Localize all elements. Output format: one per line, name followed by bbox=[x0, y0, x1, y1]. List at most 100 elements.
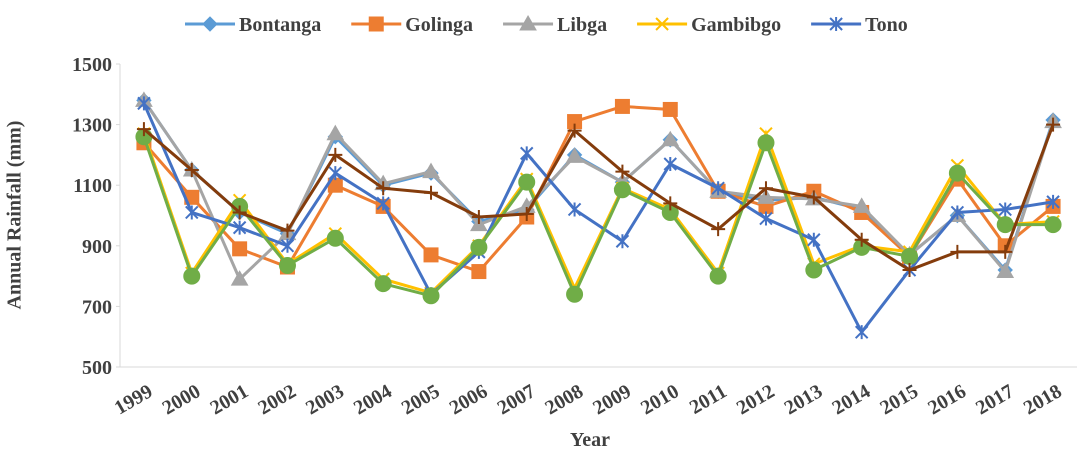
marker bbox=[805, 261, 823, 279]
marker bbox=[663, 156, 677, 171]
x-tick-label: 2014 bbox=[829, 380, 875, 419]
marker bbox=[901, 247, 919, 265]
x-tick-label: 2018 bbox=[1020, 380, 1066, 419]
marker bbox=[374, 275, 392, 293]
marker bbox=[565, 147, 584, 163]
marker bbox=[566, 285, 584, 303]
marker bbox=[422, 287, 440, 305]
legend-marker bbox=[655, 17, 669, 31]
legend-item: Bontanga bbox=[185, 14, 321, 36]
marker bbox=[614, 98, 630, 114]
marker bbox=[711, 181, 725, 196]
marker bbox=[758, 181, 773, 196]
marker bbox=[567, 202, 582, 217]
x-tick-label: 2003 bbox=[302, 380, 348, 419]
marker bbox=[757, 188, 775, 204]
x-tick-label: 2001 bbox=[206, 380, 252, 419]
marker bbox=[807, 232, 821, 247]
marker bbox=[137, 96, 151, 111]
marker bbox=[280, 238, 295, 253]
x-tick-label: 2006 bbox=[446, 380, 492, 419]
marker bbox=[711, 222, 726, 237]
marker bbox=[232, 241, 248, 257]
x-tick-label: 2000 bbox=[159, 380, 205, 419]
marker bbox=[423, 247, 439, 263]
legend-item: Golinga bbox=[351, 14, 473, 36]
marker bbox=[1044, 216, 1062, 234]
x-tick-label: 2010 bbox=[637, 380, 683, 419]
y-tick-label: 1100 bbox=[73, 175, 112, 197]
marker bbox=[424, 185, 439, 200]
x-tick-label: 2015 bbox=[876, 380, 922, 419]
marker bbox=[854, 232, 869, 247]
marker bbox=[328, 166, 343, 181]
legend-item: Tono bbox=[811, 14, 908, 36]
series-line bbox=[142, 129, 1054, 295]
y-axis-title: Annual Rainfall (mm) bbox=[4, 121, 26, 310]
x-tick-label: 1999 bbox=[111, 380, 157, 419]
legend-label: Tono bbox=[865, 14, 908, 36]
marker bbox=[136, 122, 151, 137]
marker bbox=[184, 163, 199, 178]
marker bbox=[854, 325, 869, 340]
series-line bbox=[142, 104, 1055, 274]
marker bbox=[471, 264, 487, 280]
marker bbox=[183, 267, 201, 285]
marker bbox=[759, 211, 773, 226]
x-tick-label: 2011 bbox=[686, 380, 731, 419]
marker bbox=[996, 216, 1014, 234]
marker bbox=[519, 206, 534, 221]
marker bbox=[661, 130, 680, 147]
series-line bbox=[142, 102, 1054, 335]
x-axis-title: Year bbox=[570, 429, 610, 451]
x-tick-label: 2008 bbox=[541, 380, 587, 419]
marker bbox=[518, 173, 536, 191]
marker bbox=[326, 124, 345, 141]
y-tick-label: 500 bbox=[82, 357, 112, 379]
legend-label: Golinga bbox=[405, 14, 473, 36]
legend-item: Gambibgo bbox=[637, 14, 781, 36]
marker bbox=[328, 147, 343, 162]
marker bbox=[376, 196, 390, 211]
x-tick-label: 2017 bbox=[972, 380, 1018, 419]
legend-label: Gambibgo bbox=[691, 14, 781, 36]
marker bbox=[948, 164, 966, 182]
marker bbox=[471, 210, 486, 225]
legend-label: Bontanga bbox=[239, 14, 321, 36]
y-tick-label: 700 bbox=[82, 296, 112, 318]
marker bbox=[615, 234, 630, 249]
marker bbox=[520, 146, 534, 161]
marker bbox=[663, 196, 678, 211]
marker bbox=[757, 134, 775, 152]
marker bbox=[280, 223, 295, 238]
legend-item: Libga bbox=[503, 14, 607, 36]
marker bbox=[470, 238, 488, 256]
y-tick-label: 1300 bbox=[72, 115, 112, 137]
marker bbox=[232, 220, 247, 235]
legend-marker bbox=[202, 16, 218, 32]
marker bbox=[1046, 117, 1061, 132]
marker bbox=[422, 162, 440, 179]
marker bbox=[998, 202, 1012, 217]
marker bbox=[950, 205, 965, 220]
marker bbox=[278, 256, 296, 274]
x-tick-label: 2013 bbox=[781, 380, 827, 419]
series-line bbox=[142, 124, 1055, 272]
x-tick-label: 2012 bbox=[733, 380, 779, 419]
marker bbox=[950, 244, 965, 259]
marker bbox=[232, 205, 247, 220]
marker bbox=[615, 164, 630, 179]
marker bbox=[613, 181, 631, 199]
marker bbox=[326, 229, 344, 247]
marker bbox=[806, 190, 821, 205]
marker bbox=[902, 263, 917, 278]
marker bbox=[567, 123, 582, 138]
x-tick-label: 2016 bbox=[924, 380, 970, 419]
x-tick-label: 2004 bbox=[350, 380, 396, 419]
marker bbox=[376, 181, 391, 196]
legend-label: Libga bbox=[557, 14, 607, 36]
marker bbox=[996, 262, 1015, 279]
y-tick-label: 900 bbox=[82, 236, 112, 258]
marker bbox=[998, 244, 1013, 259]
x-tick-label: 2007 bbox=[494, 380, 540, 419]
